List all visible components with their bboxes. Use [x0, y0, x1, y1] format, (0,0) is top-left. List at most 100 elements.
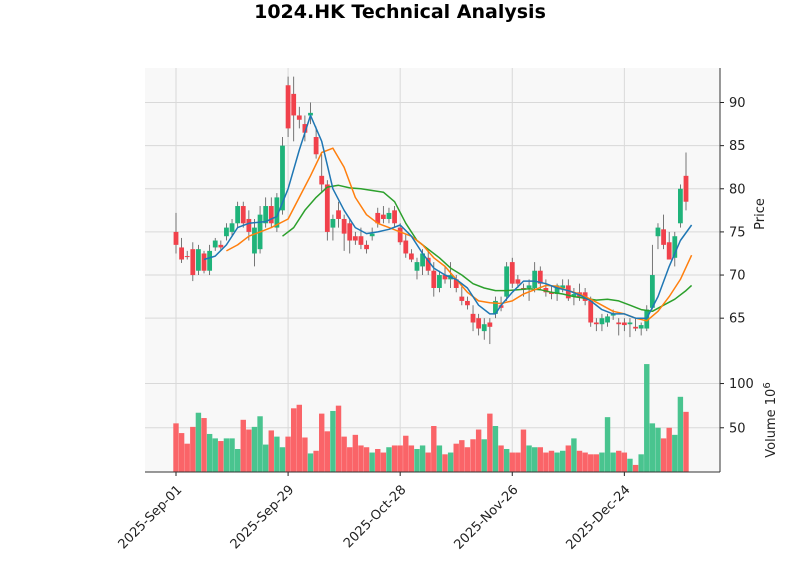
volume-bar [257, 416, 263, 472]
volume-bar [543, 452, 549, 472]
candle-body [397, 227, 403, 243]
volume-bar [268, 430, 274, 472]
candle-body [408, 253, 414, 260]
candle-body [683, 175, 689, 202]
candle-body [633, 326, 638, 329]
volume-bar [330, 410, 336, 472]
volume-bar [190, 426, 196, 472]
candle-body [661, 229, 666, 245]
volume-bar [403, 435, 409, 472]
volume-bar [358, 445, 364, 472]
candle-body [543, 287, 549, 293]
volume-bar [655, 427, 661, 472]
volume-bar [223, 438, 230, 472]
candle-body [291, 93, 297, 116]
volume-bar [234, 449, 241, 472]
candle-body [493, 300, 498, 314]
volume-bar [251, 426, 258, 472]
candle-body [470, 313, 476, 323]
volume-bar [677, 396, 684, 472]
volume-bar [206, 433, 213, 472]
volume-bar [515, 452, 521, 472]
volume-bar [408, 445, 415, 472]
candle-body [515, 279, 521, 284]
candle-body [319, 175, 325, 185]
volume-bar [588, 454, 594, 472]
candle-body [526, 285, 532, 288]
candle-body [369, 233, 375, 237]
candle-body [554, 285, 560, 295]
volume-bar [279, 447, 286, 472]
candle-body [504, 266, 510, 297]
price-tick-label: 90 [729, 96, 746, 111]
candle-body [196, 249, 201, 271]
volume-bar [453, 443, 459, 472]
volume-tick-label: 100 [729, 377, 754, 392]
moving-average-lines [203, 114, 693, 322]
volume-bar [212, 438, 218, 472]
volume-bar [341, 436, 347, 472]
volume-bar [419, 445, 426, 472]
volume-bar [660, 438, 667, 472]
volume-bar [178, 433, 185, 472]
volume-bar [459, 440, 465, 472]
volume-bar [347, 447, 353, 472]
candle-body [285, 85, 291, 129]
candle-body [453, 279, 459, 288]
candle-body [280, 145, 285, 211]
price-tick-label: 80 [729, 182, 746, 197]
volume-bar [548, 450, 555, 472]
volume-bar [498, 445, 504, 472]
volume-bar [414, 449, 420, 472]
volume-bar [621, 452, 628, 472]
candle-body [459, 296, 465, 301]
volume-bar [195, 412, 202, 472]
volume-axis-label: Volume 106 [762, 382, 779, 457]
volume-bar [644, 364, 650, 472]
candle-body [392, 210, 397, 224]
candle-body [476, 318, 482, 329]
volume-bar [240, 419, 246, 472]
candle-body [341, 218, 347, 234]
chart-title: 1024.HK Technical Analysis [254, 1, 546, 23]
candle-body [442, 275, 448, 280]
volume-bar [397, 445, 403, 472]
candle-body [605, 316, 610, 323]
volume-tick-label: 50 [729, 421, 746, 436]
candle-body [380, 214, 386, 219]
candle-body [173, 231, 179, 245]
candle-body [352, 236, 358, 241]
ma-short-line [203, 114, 693, 319]
volume-bar [649, 423, 656, 472]
volume-bars [173, 364, 689, 472]
volume-bar [313, 450, 319, 472]
volume-bar [173, 423, 179, 472]
candle-body [649, 275, 655, 308]
candle-body [375, 212, 381, 224]
candle-body [252, 227, 257, 254]
volume-bar [599, 452, 605, 472]
candle-body [588, 300, 594, 323]
volume-bar [335, 405, 342, 472]
volume-bar [274, 436, 280, 472]
volume-bar [302, 437, 308, 472]
candle-body [599, 318, 605, 325]
volume-bar [447, 452, 454, 472]
volume-bar [672, 434, 678, 472]
candle-body [308, 112, 313, 116]
candle-body [229, 223, 235, 232]
price-tick-label: 75 [729, 225, 746, 240]
candle-body [313, 137, 319, 155]
candle-body [644, 309, 650, 329]
candle-body [358, 236, 364, 245]
volume-bar [571, 438, 577, 472]
candle-body [268, 206, 274, 224]
candle-body [537, 270, 543, 284]
candle-body [414, 262, 420, 271]
volume-bar [487, 413, 493, 472]
volume-bar [582, 452, 588, 472]
candle-body [509, 262, 515, 284]
candle-body [532, 270, 538, 288]
volume-bar [470, 439, 476, 472]
